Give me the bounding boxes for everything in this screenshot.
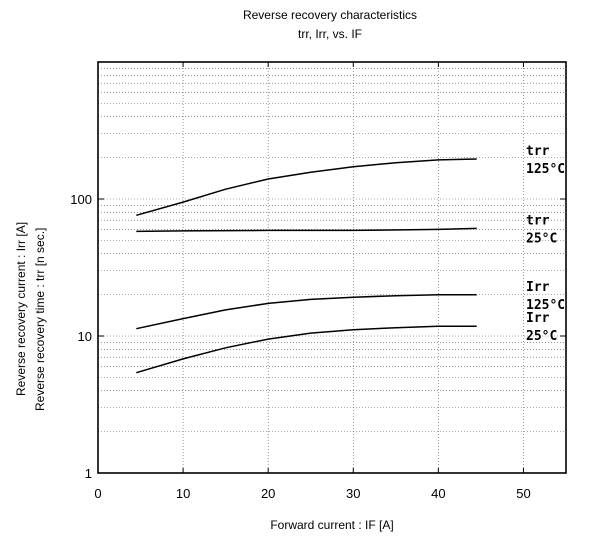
series-label-temp-3: 25°C <box>526 329 557 344</box>
chart-subtitle: trr, Irr, vs. IF <box>298 27 362 41</box>
series-label-0: trr <box>526 144 550 159</box>
series-label-temp-1: 25°C <box>526 231 557 246</box>
series-label-3: Irr <box>526 311 550 326</box>
series-label-2: Irr <box>526 280 550 295</box>
series-label-temp-2: 125°C <box>526 298 565 313</box>
series-line-2 <box>136 294 477 330</box>
series-label-1: trr <box>526 213 550 228</box>
x-tick-label: 10 <box>176 486 190 501</box>
series-line-0 <box>136 158 477 217</box>
series-line-1 <box>136 227 477 233</box>
plot-frame <box>97 61 567 474</box>
chart-title: Reverse recovery characteristics <box>242 8 418 22</box>
series-line-3 <box>136 325 477 374</box>
y-tick-label: 100 <box>70 192 92 207</box>
x-tick-label: 40 <box>431 486 445 501</box>
series-label-temp-0: 125°C <box>526 162 565 177</box>
x-tick-label: 50 <box>516 486 530 501</box>
x-tick-label: 20 <box>261 486 275 501</box>
x-tick-label: 30 <box>346 486 360 501</box>
y-tick-label: 10 <box>78 329 92 344</box>
x-axis-label: Forward current : IF [A] <box>270 518 394 532</box>
y-tick-label: 1 <box>85 466 92 481</box>
x-tick-label: 0 <box>94 486 101 501</box>
